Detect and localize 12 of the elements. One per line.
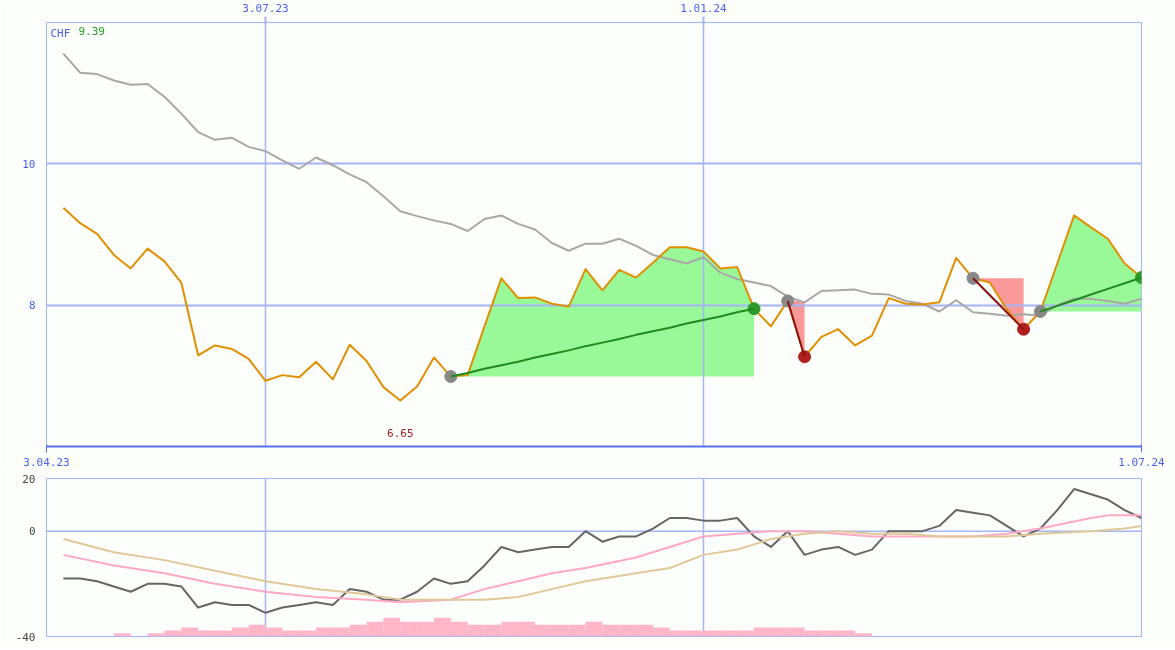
y-tick-label: 20 xyxy=(22,472,36,486)
annotation: 9.39 xyxy=(78,24,105,38)
y-tick-label: 10 xyxy=(22,157,36,171)
x-tick-label: 3.04.23 xyxy=(23,455,70,469)
x2-tick-label: 1.01.24 xyxy=(680,1,728,15)
annotation: 6.65 xyxy=(387,426,414,440)
x-tick-label: 1.07.24 xyxy=(1118,455,1166,469)
y-tick-label: 8 xyxy=(28,299,36,313)
y-tick-label: 0 xyxy=(28,525,36,539)
x2-tick-label: 3.07.23 xyxy=(242,1,289,15)
y-tick-label: -40 xyxy=(15,630,36,644)
y-axis-title: CHF xyxy=(50,26,71,40)
